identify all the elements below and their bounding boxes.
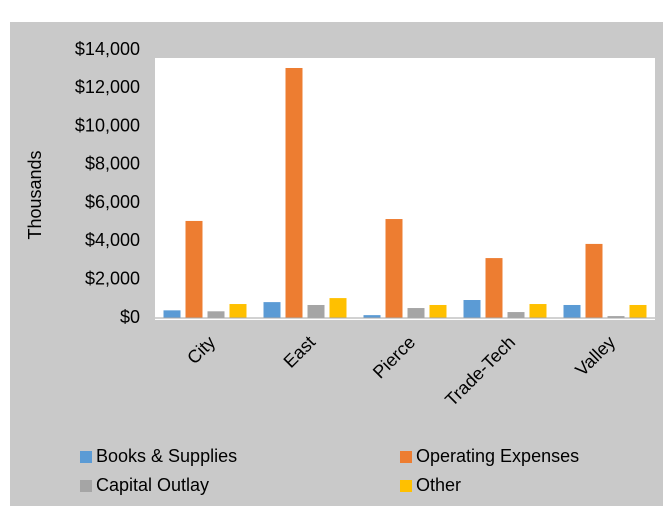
bar xyxy=(285,67,303,318)
y-tick-label: $12,000 xyxy=(75,77,140,97)
bar xyxy=(429,304,447,318)
y-tick-label: $4,000 xyxy=(85,230,140,250)
bar xyxy=(263,302,281,318)
y-tick-label: $2,000 xyxy=(85,268,140,288)
bar xyxy=(529,304,547,318)
bar xyxy=(507,312,525,318)
bar xyxy=(363,315,381,318)
bar xyxy=(585,243,603,318)
bar xyxy=(307,304,325,318)
legend-label: Operating Expenses xyxy=(416,446,579,466)
bar xyxy=(629,304,647,318)
legend-label: Other xyxy=(416,475,461,495)
y-axis-label: Thousands xyxy=(25,150,45,239)
bar xyxy=(207,311,225,318)
y-tick-label: $6,000 xyxy=(85,192,140,212)
bar xyxy=(407,308,425,318)
y-tick-label: $0 xyxy=(120,307,140,327)
legend-label: Books & Supplies xyxy=(96,446,237,466)
bar xyxy=(563,304,581,318)
legend-label: Capital Outlay xyxy=(96,475,209,495)
bar xyxy=(485,258,503,318)
bar xyxy=(229,304,247,318)
bar xyxy=(463,300,481,318)
y-tick-label: $10,000 xyxy=(75,115,140,135)
bar xyxy=(607,316,625,318)
legend-swatch xyxy=(80,480,92,492)
legend-swatch xyxy=(400,451,412,463)
y-tick-label: $8,000 xyxy=(85,154,140,174)
bar xyxy=(329,298,347,318)
legend-swatch xyxy=(400,480,412,492)
legend-swatch xyxy=(80,451,92,463)
bar xyxy=(185,220,203,318)
bar xyxy=(163,310,181,318)
y-tick-label: $14,000 xyxy=(75,39,140,59)
bar xyxy=(385,219,403,318)
plot-area xyxy=(155,58,655,320)
